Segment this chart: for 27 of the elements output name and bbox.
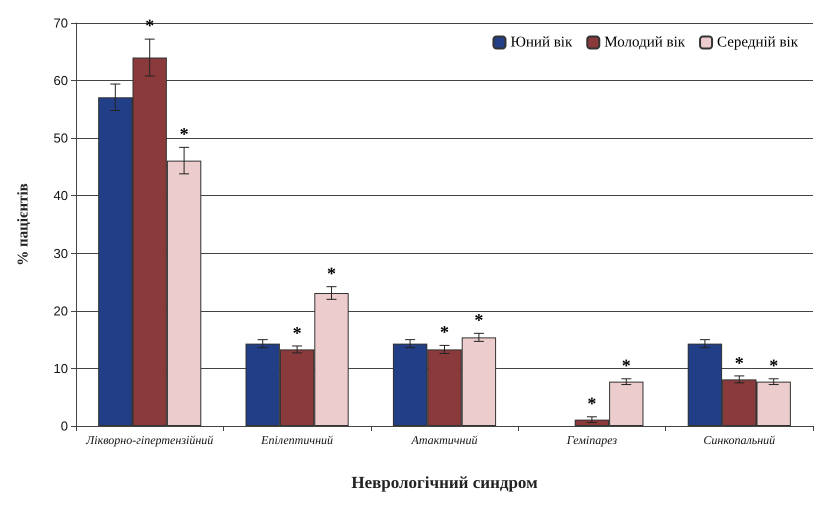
x-tick-label: Синкопальний [703, 433, 776, 447]
legend-label: Середній вік [717, 34, 799, 50]
y-tick-label: 40 [54, 188, 68, 204]
legend-label: Молодий вік [604, 34, 686, 50]
y-tick-label: 20 [54, 303, 68, 318]
data-label: * [326, 263, 336, 284]
data-label: * [180, 124, 189, 144]
legend-label: Юний вік [510, 34, 573, 50]
x-axis-title: Неврологічний синдром [351, 473, 538, 492]
x-tick-label: Епілептичний [260, 433, 334, 447]
y-tick-label: 60 [54, 73, 68, 88]
y-tick-label: 0 [60, 418, 68, 434]
x-tick-label: Геміпарез [566, 433, 618, 447]
data-label: * [734, 352, 744, 373]
data-label: * [587, 394, 596, 414]
x-tick-label: Лікворно-гіпертензійний [85, 433, 214, 447]
y-tick-label: 30 [54, 246, 68, 261]
y-tick-label: 50 [54, 130, 68, 146]
data-label: * [769, 356, 778, 376]
data-label: * [474, 310, 484, 330]
y-tick-label: 10 [54, 360, 68, 376]
data-label: * [622, 356, 631, 376]
x-tick-label: Атактичний [410, 433, 478, 447]
data-label: * [292, 322, 302, 343]
y-tick-label: 70 [54, 16, 68, 30]
data-label: * [440, 322, 449, 342]
y-axis-title: % пацієнтів [16, 183, 32, 266]
